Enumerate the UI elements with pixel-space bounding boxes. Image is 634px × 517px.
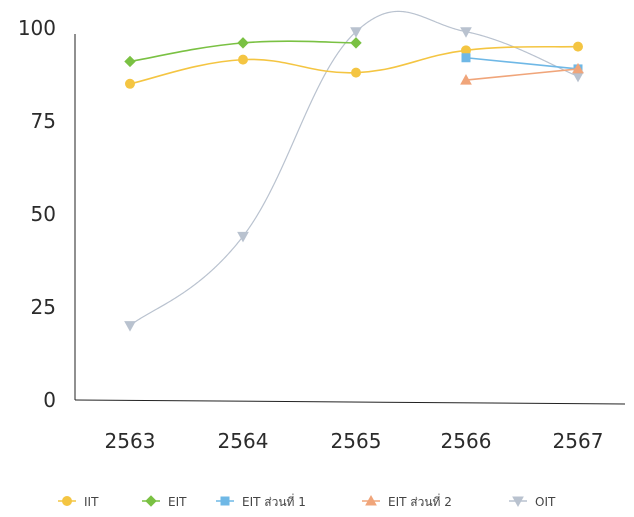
- legend-label: IIT: [84, 495, 99, 509]
- data-point: [572, 62, 584, 74]
- legend-item: EIT ส่วนที่ 1: [216, 493, 306, 509]
- y-tick-label: 50: [31, 202, 56, 226]
- axes: [74, 34, 626, 405]
- series-line: [465, 56, 579, 70]
- data-point: [460, 74, 472, 85]
- data-point: [238, 54, 248, 65]
- data-point: [124, 55, 136, 68]
- series-layer: [124, 10, 584, 332]
- legend-swatch-marker: [365, 494, 377, 506]
- data-point: [237, 231, 249, 243]
- data-point: [351, 67, 361, 78]
- y-axis-ticks: 0 25 50 75 100: [18, 16, 56, 412]
- data-point: [460, 27, 472, 38]
- x-tick-label: 2566: [441, 429, 492, 453]
- x-tick-label: 2564: [218, 429, 269, 453]
- legend-label: EIT ส่วนที่ 2: [388, 493, 452, 509]
- data-point: [573, 41, 583, 52]
- y-tick-label: 75: [31, 109, 56, 133]
- data-point: [237, 37, 249, 49]
- series-line: [129, 10, 579, 327]
- data-point: [350, 27, 362, 38]
- data-point: [572, 71, 584, 83]
- legend-item: EIT: [142, 495, 187, 509]
- data-point: [124, 321, 136, 332]
- series-3: [460, 62, 584, 85]
- series-line: [129, 45, 579, 85]
- x-tick-label: 2565: [331, 429, 382, 453]
- series-0: [125, 41, 583, 89]
- legend-swatch-marker: [220, 496, 230, 506]
- legend-label: EIT: [168, 495, 187, 509]
- legend-swatch-marker: [512, 496, 524, 508]
- legend-swatch-marker: [62, 496, 72, 506]
- legend-swatch-marker: [145, 495, 157, 507]
- y-tick-label: 100: [18, 16, 56, 40]
- x-tick-label: 2567: [553, 429, 604, 453]
- data-point: [350, 37, 362, 49]
- y-tick-label: 0: [43, 388, 56, 412]
- y-tick-label: 25: [31, 295, 56, 319]
- legend-item: OIT: [509, 495, 556, 509]
- legend-item: IIT: [58, 495, 99, 509]
- data-point: [125, 78, 135, 89]
- legend-item: EIT ส่วนที่ 2: [362, 493, 452, 509]
- x-tick-label: 2563: [105, 429, 156, 453]
- x-axis-line: [74, 399, 626, 405]
- x-axis-ticks: 2563 2564 2565 2566 2567: [105, 429, 604, 453]
- series-4: [124, 10, 584, 332]
- series-1: [124, 37, 362, 68]
- legend-label: OIT: [535, 495, 556, 509]
- series-line: [465, 68, 579, 81]
- legend: IIT EIT EIT ส่วนที่ 1 EIT ส่วนที่ 2 OIT: [58, 493, 556, 509]
- data-point: [461, 53, 471, 63]
- legend-label: EIT ส่วนที่ 1: [242, 493, 306, 509]
